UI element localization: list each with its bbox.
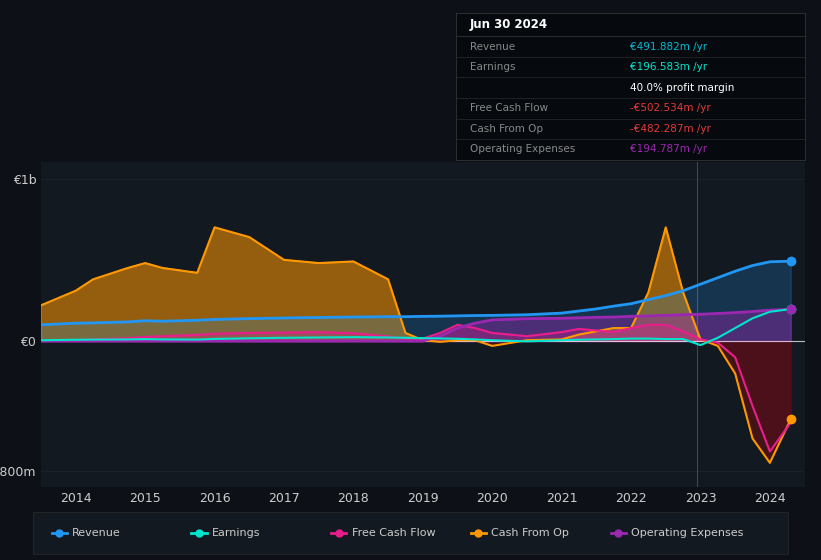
Text: Earnings: Earnings xyxy=(212,529,260,538)
Text: Operating Expenses: Operating Expenses xyxy=(631,529,744,538)
Text: Jun 30 2024: Jun 30 2024 xyxy=(470,18,548,31)
Text: -€482.287m /yr: -€482.287m /yr xyxy=(631,124,711,134)
Text: Revenue: Revenue xyxy=(470,41,515,52)
Text: Free Cash Flow: Free Cash Flow xyxy=(351,529,435,538)
Text: €196.583m /yr: €196.583m /yr xyxy=(631,62,707,72)
Text: Revenue: Revenue xyxy=(72,529,121,538)
Text: -€502.534m /yr: -€502.534m /yr xyxy=(631,103,711,113)
Text: 40.0% profit margin: 40.0% profit margin xyxy=(631,83,735,93)
Text: Cash From Op: Cash From Op xyxy=(470,124,543,134)
Text: Free Cash Flow: Free Cash Flow xyxy=(470,103,548,113)
Text: €194.787m /yr: €194.787m /yr xyxy=(631,144,707,155)
Text: €491.882m /yr: €491.882m /yr xyxy=(631,41,707,52)
Text: Operating Expenses: Operating Expenses xyxy=(470,144,575,155)
Text: Cash From Op: Cash From Op xyxy=(491,529,569,538)
Text: Earnings: Earnings xyxy=(470,62,515,72)
